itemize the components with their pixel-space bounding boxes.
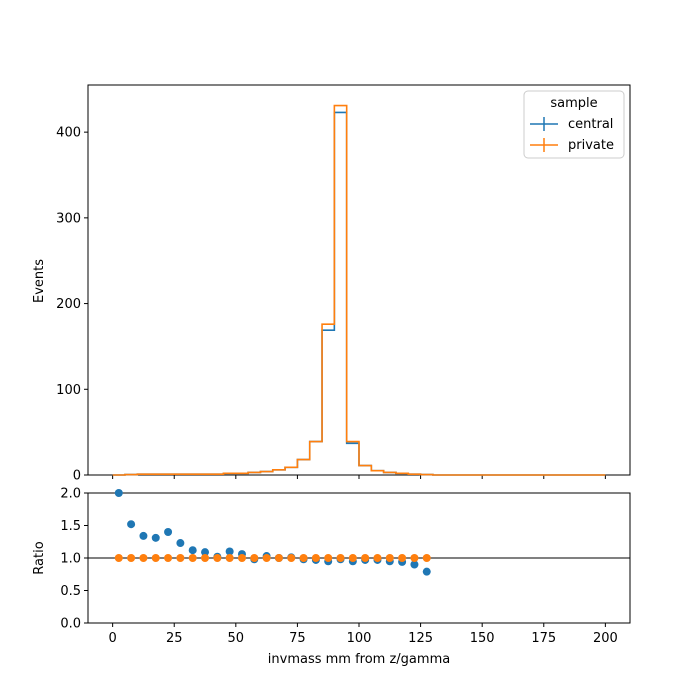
x-tick-label: 25 xyxy=(166,631,183,646)
legend-central-label: central xyxy=(568,117,613,132)
x-tick-label: 75 xyxy=(289,631,306,646)
ratio-point-private xyxy=(127,554,136,562)
ratio-point-central xyxy=(201,548,210,557)
legend-title: sample xyxy=(550,96,597,111)
ratio-point-private xyxy=(114,554,123,562)
ratio-point-private xyxy=(139,554,148,562)
x-tick-label: 200 xyxy=(593,631,618,646)
legend: sample central private xyxy=(523,90,625,159)
ratio-point-private xyxy=(422,554,431,562)
ratio-point-central xyxy=(410,560,419,569)
ratio-point-private xyxy=(201,554,210,562)
main-y-tick-label: 100 xyxy=(56,383,81,398)
main-y-tick-label: 0 xyxy=(73,469,81,484)
ratio-point-private xyxy=(151,554,160,562)
ratio-point-private xyxy=(385,554,394,562)
ratio-point-private xyxy=(237,554,246,562)
ratio-y-tick-label: 2.0 xyxy=(60,487,81,502)
ratio-point-central xyxy=(139,531,148,540)
ratio-point-private xyxy=(299,554,308,562)
ratio-point-private xyxy=(213,554,222,562)
ratio-point-private xyxy=(287,554,296,562)
ratio-point-private xyxy=(361,554,370,562)
x-tick-label: 125 xyxy=(408,631,433,646)
ratio-y-axis-title: Ratio xyxy=(32,541,47,574)
main-y-tick-label: 400 xyxy=(56,126,81,141)
ratio-point-private xyxy=(274,554,283,562)
ratio-point-central xyxy=(151,533,160,542)
ratio-point-private xyxy=(188,554,197,562)
ratio-point-private xyxy=(373,554,382,562)
ratio-point-central xyxy=(164,528,173,536)
ratio-point-private xyxy=(336,554,345,562)
legend-entry-central: central xyxy=(530,117,613,132)
ratio-point-central xyxy=(225,547,234,556)
ratio-point-private xyxy=(348,554,357,562)
ratio-y-tick-label: 0.0 xyxy=(60,617,81,632)
x-tick-label: 175 xyxy=(531,631,556,646)
legend-entry-private: private xyxy=(530,138,614,153)
main-y-axis-title: Events xyxy=(32,259,47,303)
ratio-point-private xyxy=(176,554,185,562)
x-axis-title: invmass mm from z/gamma xyxy=(268,652,450,667)
ratio-y-tick-label: 1.0 xyxy=(60,552,81,567)
legend-private-label: private xyxy=(568,138,614,153)
ratio-panel: 0.0 0.5 1.0 1.5 2.0 0 25 50 75 100 125 150 175 200 xyxy=(60,487,631,646)
ratio-point-private xyxy=(262,554,271,562)
ratio-point-central xyxy=(127,520,136,529)
legend-frame xyxy=(523,90,625,159)
x-tick-label: 150 xyxy=(470,631,495,646)
ratio-point-private xyxy=(324,554,333,562)
ratio-point-central xyxy=(114,489,123,497)
x-tick-label: 0 xyxy=(108,631,116,646)
ratio-point-private xyxy=(250,554,259,562)
main-panel: 0 100 200 300 400 xyxy=(56,84,631,484)
ratio-point-private xyxy=(164,554,173,562)
ratio-point-central xyxy=(176,539,185,548)
histogram-step-private xyxy=(112,104,606,476)
x-tick-label: 100 xyxy=(347,631,372,646)
ratio-point-central xyxy=(422,567,431,576)
ratio-point-central xyxy=(188,546,197,555)
main-y-tick-label: 200 xyxy=(56,297,81,312)
ratio-y-tick-label: 1.5 xyxy=(60,519,81,534)
ratio-y-tick-label: 0.5 xyxy=(60,584,81,599)
ratio-point-private xyxy=(398,554,407,562)
main-y-tick-label: 300 xyxy=(56,211,81,226)
ratio-point-private xyxy=(225,554,234,562)
ratio-point-private xyxy=(311,554,320,562)
x-tick-label: 50 xyxy=(228,631,245,646)
ratio-point-private xyxy=(410,554,419,562)
